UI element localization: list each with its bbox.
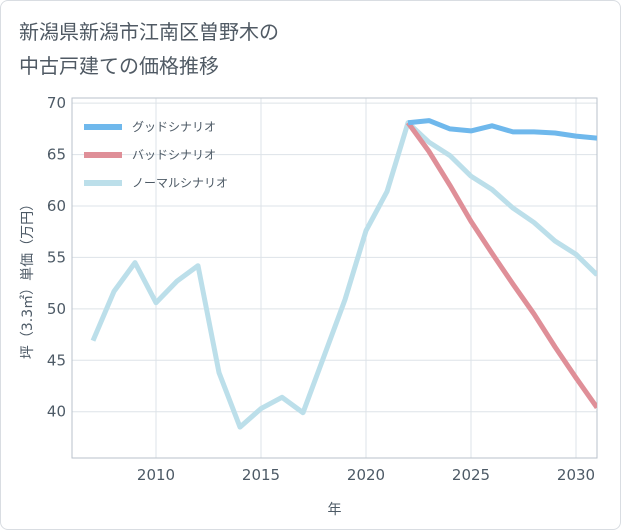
y-tick-label: 40 bbox=[47, 403, 66, 421]
x-tick-label: 2030 bbox=[557, 466, 595, 484]
y-tick-label: 70 bbox=[47, 94, 66, 112]
legend-label: グッドシナリオ bbox=[132, 120, 216, 134]
y-axis-label: 坪（3.3㎡）単価（万円） bbox=[20, 197, 36, 359]
chart-title-line-1: 新潟県新潟市江南区曽野木の bbox=[19, 20, 279, 44]
series-lines bbox=[90, 118, 597, 430]
legend-label: ノーマルシナリオ bbox=[132, 176, 228, 190]
grid-lines bbox=[72, 98, 597, 458]
chart-title: 新潟県新潟市江南区曽野木の 中古戸建ての価格推移 bbox=[19, 15, 439, 83]
series-line-3 bbox=[90, 120, 597, 430]
x-tick-labels: 2010 2015 2020 2025 2030 bbox=[137, 466, 595, 484]
x-tick-label: 2020 bbox=[347, 466, 385, 484]
legend-label: バッドシナリオ bbox=[132, 148, 216, 162]
plot-frame bbox=[71, 97, 598, 459]
series-line-1 bbox=[407, 118, 597, 141]
y-tick-label: 60 bbox=[47, 197, 66, 215]
chart-title-line-2: 中古戸建ての価格推移 bbox=[19, 54, 219, 78]
series-line-2 bbox=[405, 121, 597, 410]
y-tick-label: 55 bbox=[47, 248, 66, 266]
x-tick-label: 2010 bbox=[137, 466, 175, 484]
x-axis-label: 年 bbox=[328, 502, 342, 518]
y-tick-label: 65 bbox=[47, 146, 66, 164]
y-tick-label: 45 bbox=[47, 351, 66, 369]
y-tick-label: 50 bbox=[47, 300, 66, 318]
y-tick-labels: 40 45 50 55 60 65 70 bbox=[47, 94, 66, 421]
x-tick-label: 2015 bbox=[242, 466, 280, 484]
x-tick-label: 2025 bbox=[452, 466, 490, 484]
